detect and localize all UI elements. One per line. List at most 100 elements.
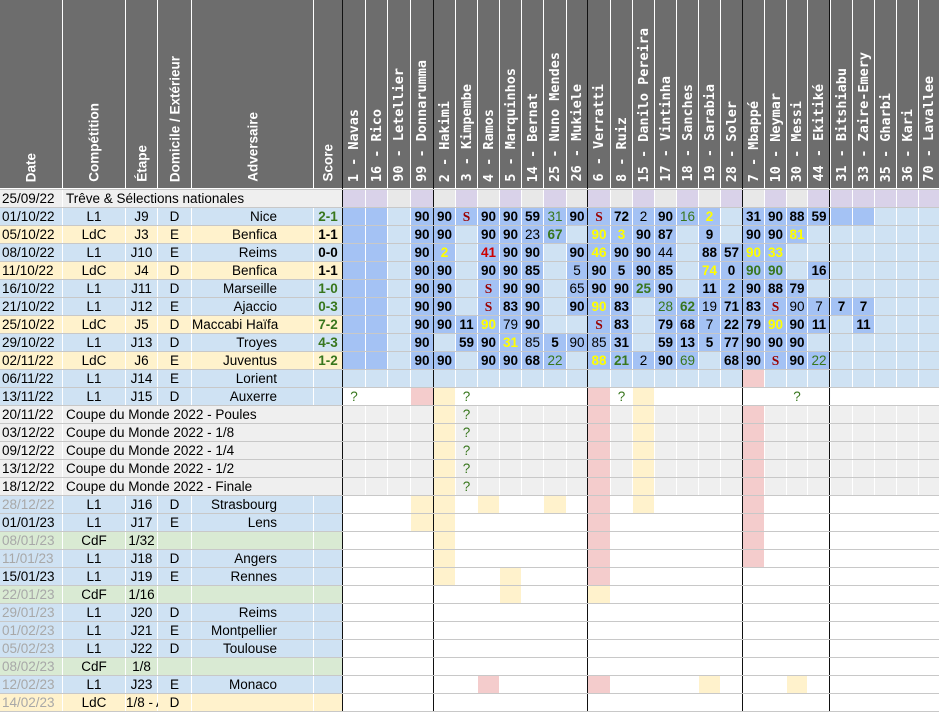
player-cell[interactable] — [343, 244, 365, 262]
stage-cell[interactable]: J21 — [126, 622, 157, 640]
player-cell[interactable]: 59 — [456, 334, 477, 352]
player-cell[interactable]: 31 — [500, 334, 521, 352]
player-cell[interactable]: 77 — [721, 334, 742, 352]
player-cell[interactable] — [611, 478, 632, 496]
player-cell[interactable] — [677, 532, 698, 550]
player-cell[interactable] — [500, 604, 521, 622]
player-cell[interactable] — [699, 460, 720, 478]
date-cell[interactable]: 08/02/23 — [0, 658, 62, 676]
competition-cell[interactable]: LdC — [63, 352, 125, 370]
player-cell[interactable] — [366, 568, 387, 586]
player-cell[interactable] — [677, 388, 698, 406]
player-cell[interactable] — [434, 532, 455, 550]
stage-cell[interactable]: 1/16 — [126, 586, 157, 604]
player-cell[interactable] — [544, 442, 566, 460]
player-cell[interactable] — [500, 496, 521, 514]
date-cell[interactable]: 12/02/23 — [0, 676, 62, 694]
player-cell[interactable] — [787, 262, 807, 280]
competition-cell[interactable]: L1 — [63, 604, 125, 622]
date-cell[interactable]: 15/01/23 — [0, 568, 62, 586]
venue-cell[interactable]: D — [158, 640, 191, 658]
player-cell[interactable] — [897, 388, 918, 406]
player-cell[interactable] — [434, 640, 455, 658]
player-cell[interactable] — [343, 658, 365, 676]
fixture-label[interactable]: Coupe du Monde 2022 - 1/4 — [63, 442, 342, 460]
opponent-cell[interactable]: Reims — [192, 244, 313, 262]
player-cell[interactable] — [655, 586, 676, 604]
player-cell[interactable] — [633, 442, 654, 460]
player-cell[interactable]: 90 — [611, 244, 632, 262]
stage-cell[interactable]: J4 — [126, 262, 157, 280]
player-cell[interactable] — [388, 298, 410, 316]
player-cell[interactable] — [721, 388, 742, 406]
player-cell[interactable] — [478, 694, 499, 712]
player-cell[interactable] — [743, 388, 764, 406]
player-cell[interactable] — [655, 478, 676, 496]
player-cell[interactable] — [721, 640, 742, 658]
player-cell[interactable] — [411, 190, 433, 208]
player-cell[interactable] — [721, 586, 742, 604]
player-cell[interactable] — [875, 514, 896, 532]
player-cell[interactable] — [633, 622, 654, 640]
player-cell[interactable] — [434, 424, 455, 442]
player-header-15[interactable]: 18 - Sanches — [677, 0, 698, 188]
player-cell[interactable] — [588, 496, 610, 514]
player-cell[interactable] — [544, 514, 566, 532]
player-cell[interactable]: 90 — [655, 280, 676, 298]
player-cell[interactable] — [500, 478, 521, 496]
player-cell[interactable] — [743, 370, 764, 388]
player-cell[interactable] — [853, 460, 874, 478]
player-cell[interactable] — [743, 658, 764, 676]
player-cell[interactable] — [522, 388, 543, 406]
player-cell[interactable] — [633, 316, 654, 334]
player-cell[interactable] — [388, 694, 410, 712]
player-cell[interactable]: 90 — [588, 298, 610, 316]
player-cell[interactable] — [522, 190, 543, 208]
player-cell[interactable]: 69 — [677, 352, 698, 370]
player-header-11[interactable]: 6 - Verratti — [588, 0, 610, 188]
stage-cell[interactable]: J20 — [126, 604, 157, 622]
venue-cell[interactable]: D — [158, 334, 191, 352]
player-cell[interactable] — [478, 406, 499, 424]
opponent-cell[interactable]: Benfica — [192, 226, 313, 244]
player-cell[interactable] — [478, 496, 499, 514]
player-cell[interactable] — [544, 370, 566, 388]
player-cell[interactable] — [366, 352, 387, 370]
player-cell[interactable]: 11 — [853, 316, 874, 334]
player-cell[interactable] — [897, 460, 918, 478]
player-cell[interactable] — [831, 478, 852, 496]
player-cell[interactable] — [366, 514, 387, 532]
player-cell[interactable] — [633, 298, 654, 316]
player-header-26[interactable]: 70 - Lavallee — [919, 0, 939, 188]
player-cell[interactable] — [478, 622, 499, 640]
player-cell[interactable] — [434, 370, 455, 388]
date-cell[interactable]: 09/12/22 — [0, 442, 62, 460]
player-cell[interactable]: 2 — [633, 208, 654, 226]
player-cell[interactable] — [522, 460, 543, 478]
player-cell[interactable]: ? — [787, 388, 807, 406]
player-cell[interactable]: 33 — [765, 244, 786, 262]
player-cell[interactable] — [567, 226, 587, 244]
venue-cell[interactable]: D — [158, 694, 191, 712]
player-cell[interactable] — [567, 190, 587, 208]
player-cell[interactable] — [875, 280, 896, 298]
player-cell[interactable] — [831, 316, 852, 334]
player-cell[interactable] — [456, 532, 477, 550]
player-cell[interactable]: 79 — [787, 280, 807, 298]
player-cell[interactable] — [544, 478, 566, 496]
player-cell[interactable] — [343, 334, 365, 352]
player-cell[interactable]: ? — [456, 478, 477, 496]
player-cell[interactable]: 68 — [677, 316, 698, 334]
score-cell[interactable]: 1-1 — [314, 226, 342, 244]
score-cell[interactable]: 0-3 — [314, 298, 342, 316]
player-cell[interactable] — [897, 694, 918, 712]
player-cell[interactable] — [831, 496, 852, 514]
player-cell[interactable]: 44 — [655, 244, 676, 262]
stage-cell[interactable]: J13 — [126, 334, 157, 352]
player-cell[interactable] — [343, 622, 365, 640]
venue-cell[interactable] — [158, 586, 191, 604]
player-cell[interactable]: 90 — [434, 262, 455, 280]
player-cell[interactable] — [721, 406, 742, 424]
score-cell[interactable]: 2-1 — [314, 208, 342, 226]
player-cell[interactable] — [853, 622, 874, 640]
